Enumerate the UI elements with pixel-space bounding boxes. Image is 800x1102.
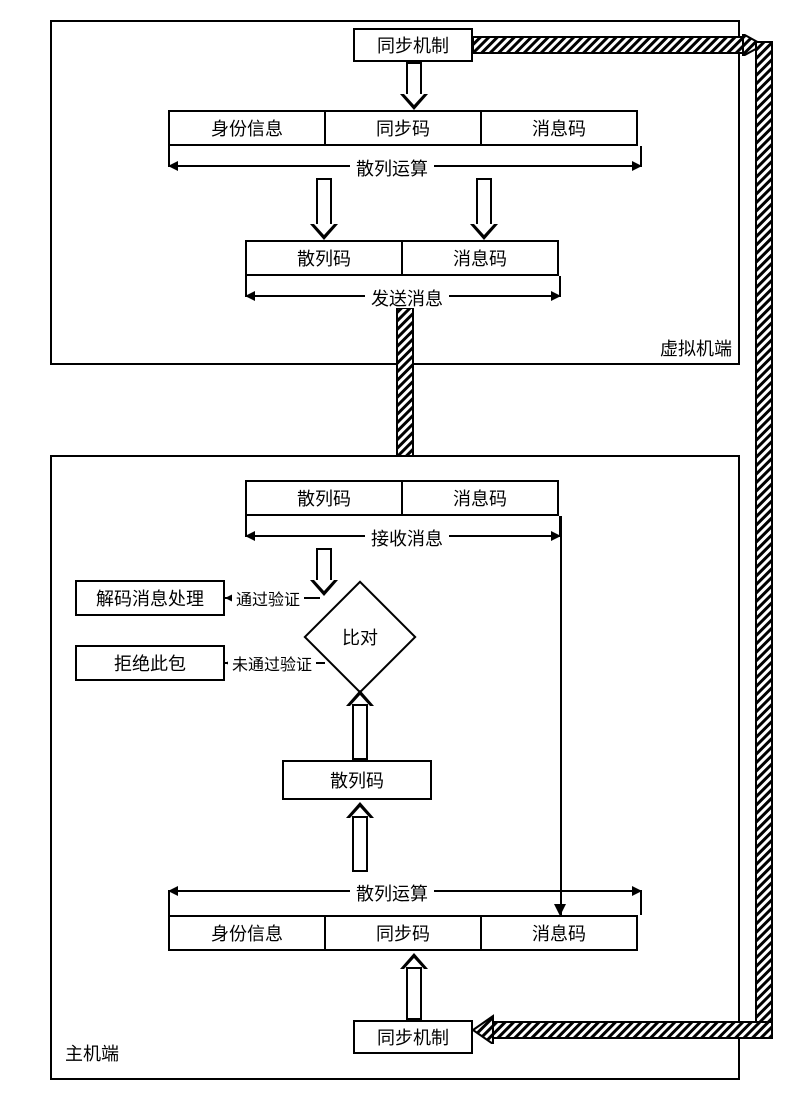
- vm-hash-label: 散列运算: [350, 155, 434, 181]
- compare-diamond: 比对: [308, 585, 412, 689]
- host-sync-mech: 同步机制: [353, 1020, 473, 1054]
- arrow-sync-to-row1: [400, 62, 428, 110]
- vm-row2-hash: 散列码: [245, 240, 403, 276]
- host-recv-label: 接收消息: [365, 525, 449, 551]
- vm-row1-identity: 身份信息: [168, 110, 326, 146]
- host-hash-box: 散列码: [282, 760, 432, 800]
- arrow-hashbox-to-compare: [346, 690, 374, 760]
- arrow-hashop-to-hashbox: [346, 802, 374, 872]
- host-hash-label: 散列运算: [350, 880, 434, 906]
- hatched-arrow-right-side: [473, 34, 778, 1044]
- arrow-syncmech-to-row: [400, 953, 428, 1020]
- host-recv-hash: 散列码: [245, 480, 403, 516]
- host-bottom-identity: 身份信息: [168, 915, 326, 951]
- reject-box: 拒绝此包: [75, 645, 225, 681]
- diagram-root: 虚拟机端 同步机制 身份信息 同步码 消息码 散列运算: [20, 20, 780, 1082]
- host-panel-label: 主机端: [65, 1040, 119, 1066]
- pass-label: 通过验证: [232, 586, 304, 610]
- vm-sync-mech: 同步机制: [353, 28, 473, 62]
- host-bottom-sync: 同步码: [324, 915, 482, 951]
- decode-box: 解码消息处理: [75, 580, 225, 616]
- vm-row1-sync: 同步码: [324, 110, 482, 146]
- arrow-hash-to-row2-left: [310, 178, 338, 240]
- fail-label: 未通过验证: [228, 651, 316, 675]
